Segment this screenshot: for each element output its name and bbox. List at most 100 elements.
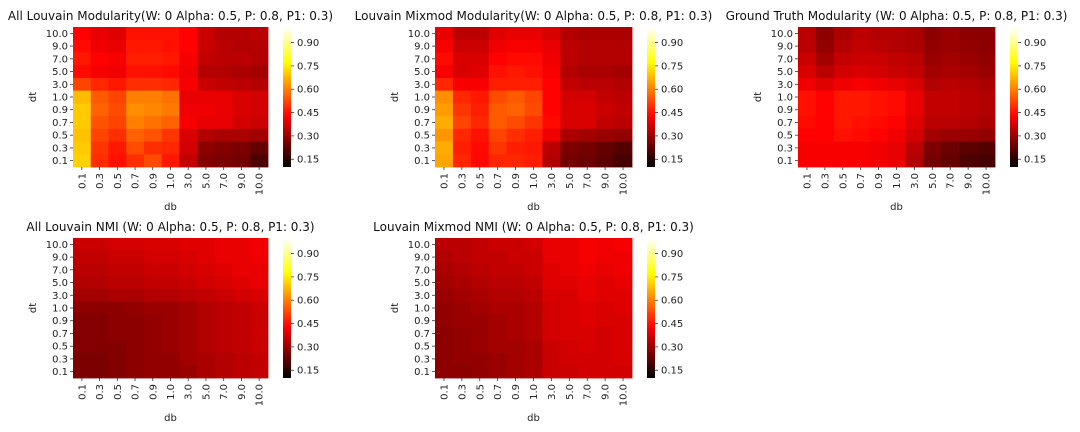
heatmap-cell: [959, 39, 978, 53]
x-tick-label: 0.7: [131, 173, 142, 189]
heatmap-cell: [941, 128, 960, 142]
colorbar-tick-label: 0.60: [1024, 85, 1046, 96]
heatmap-cell: [90, 327, 109, 341]
heatmap-cell: [197, 27, 216, 41]
heatmap-cell: [161, 103, 180, 117]
heatmap-cell: [232, 128, 251, 142]
colorbar-tick-label: 0.90: [1024, 38, 1046, 49]
heatmap-cell: [851, 116, 871, 130]
heatmap-cell: [126, 65, 145, 79]
y-tick-label: 0.5: [414, 342, 430, 353]
heatmap-cell: [161, 52, 180, 66]
heatmap-cell: [161, 39, 180, 53]
heatmap-cell: [435, 116, 454, 130]
y-tick-label: 0.3: [52, 143, 68, 154]
heatmap-cell: [614, 128, 633, 142]
heatmap-cell: [197, 301, 216, 315]
heatmap-cell: [815, 90, 835, 104]
y-tick-label: 0.5: [52, 342, 68, 353]
heatmap-cell: [524, 27, 543, 41]
heatmap-cell: [869, 90, 888, 104]
heatmap-cell: [798, 39, 817, 53]
heatmap-cell: [90, 250, 109, 264]
heatmap-cell: [126, 238, 145, 252]
x-tick-label: 10.0: [255, 384, 266, 406]
heatmap-cell: [578, 339, 597, 353]
heatmap-cell: [977, 39, 996, 53]
heatmap-cell: [90, 238, 109, 252]
y-axis-label: dt: [28, 92, 39, 102]
x-tick-label: 9.0: [237, 173, 248, 189]
y-tick-label: 0.9: [52, 316, 68, 327]
heatmap-cell: [232, 90, 251, 104]
heatmap-cell: [869, 141, 888, 155]
heatmap-cell: [851, 39, 871, 53]
heatmap-cell: [232, 327, 251, 341]
y-tick-label: 0.3: [414, 354, 430, 365]
heatmap-cell: [250, 141, 269, 155]
y-tick-label: 5.0: [414, 67, 430, 78]
heatmap-cell: [126, 365, 145, 379]
x-tick-label: 1.0: [529, 173, 540, 189]
heatmap-cell: [542, 116, 561, 130]
heatmap-cell: [214, 65, 233, 79]
colorbar-tick-label: 0.45: [1024, 108, 1046, 119]
heatmap-cell: [232, 77, 251, 92]
heatmap-cell: [578, 288, 597, 303]
x-tick-label: 1.0: [166, 384, 177, 400]
heatmap-cell: [578, 154, 597, 168]
y-tick-label: 9.0: [777, 42, 793, 53]
heatmap-cell: [197, 314, 216, 328]
heatmap-cell: [542, 314, 561, 328]
heatmap-cell: [143, 141, 163, 155]
heatmap-cell: [560, 263, 579, 277]
heatmap-cell: [524, 238, 543, 252]
heatmap-cell: [506, 128, 525, 142]
heatmap-cell: [161, 141, 180, 155]
heatmap-cell: [614, 314, 633, 328]
heatmap-cell: [488, 276, 508, 290]
heatmap-cell: [470, 77, 490, 92]
heatmap-cell: [815, 154, 835, 168]
x-tick-label: 7.0: [219, 173, 230, 189]
heatmap-cell: [435, 141, 454, 155]
heatmap-cell: [560, 27, 579, 41]
heatmap-cell: [524, 352, 543, 366]
heatmap-cell: [126, 103, 145, 117]
heatmap-cell: [73, 301, 92, 315]
heatmap-cell: [542, 276, 561, 290]
heatmap-cell: [197, 39, 216, 53]
heatmap-cell: [250, 154, 269, 168]
heatmap-cell: [73, 141, 92, 155]
heatmap-cell: [143, 339, 163, 353]
heatmap-cell: [161, 238, 180, 252]
heatmap-cell: [435, 238, 454, 252]
heatmap-cell: [143, 263, 163, 277]
y-tick-label: 1.0: [414, 93, 430, 104]
y-tick-label: 5.0: [52, 67, 68, 78]
heatmap-cell: [126, 314, 145, 328]
heatmap-cell: [90, 365, 109, 379]
heatmap-cell: [488, 103, 508, 117]
heatmap-cell: [488, 52, 508, 66]
heatmap-cell: [90, 77, 109, 92]
heatmap-cell: [851, 154, 871, 168]
chart-title: All Louvain Modularity(W: 0 Alpha: 0.5, …: [8, 9, 333, 23]
heatmap-cell: [143, 352, 163, 366]
heatmap-cell: [250, 116, 269, 130]
heatmap-cell: [614, 52, 633, 66]
x-tick-label: 5.0: [565, 384, 576, 400]
heatmap-cell: [560, 128, 579, 142]
heatmap-cell: [506, 314, 525, 328]
heatmap-cell: [90, 39, 109, 53]
y-tick-label: 3.0: [52, 80, 68, 91]
heatmap-cell: [250, 365, 269, 379]
heatmap-cell: [452, 103, 472, 117]
x-tick-label: 9.0: [601, 173, 612, 189]
y-tick-label: 7.0: [52, 54, 68, 65]
heatmap-cell: [161, 301, 180, 315]
colorbar-tick-label: 0.75: [297, 272, 319, 283]
heatmap-cell: [524, 39, 543, 53]
heatmap-cell: [470, 154, 490, 168]
